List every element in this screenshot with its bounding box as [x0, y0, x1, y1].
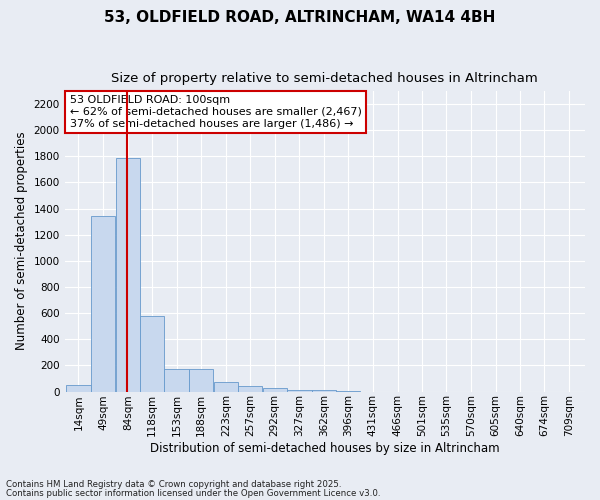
Text: 53 OLDFIELD ROAD: 100sqm
← 62% of semi-detached houses are smaller (2,467)
37% o: 53 OLDFIELD ROAD: 100sqm ← 62% of semi-d…	[70, 96, 362, 128]
Bar	[263, 388, 287, 392]
Bar	[336, 391, 361, 392]
Text: 53, OLDFIELD ROAD, ALTRINCHAM, WA14 4BH: 53, OLDFIELD ROAD, ALTRINCHAM, WA14 4BH	[104, 10, 496, 25]
Bar	[164, 368, 189, 392]
Bar	[91, 216, 115, 392]
Bar	[116, 158, 140, 392]
Text: Contains public sector information licensed under the Open Government Licence v3: Contains public sector information licen…	[6, 489, 380, 498]
Y-axis label: Number of semi-detached properties: Number of semi-detached properties	[15, 132, 28, 350]
Bar	[287, 390, 311, 392]
Title: Size of property relative to semi-detached houses in Altrincham: Size of property relative to semi-detach…	[112, 72, 538, 86]
Bar	[312, 390, 337, 392]
Bar	[238, 386, 262, 392]
Text: Contains HM Land Registry data © Crown copyright and database right 2025.: Contains HM Land Registry data © Crown c…	[6, 480, 341, 489]
Bar	[214, 382, 238, 392]
Bar	[189, 368, 214, 392]
Bar	[66, 385, 91, 392]
Bar	[140, 316, 164, 392]
X-axis label: Distribution of semi-detached houses by size in Altrincham: Distribution of semi-detached houses by …	[150, 442, 500, 455]
